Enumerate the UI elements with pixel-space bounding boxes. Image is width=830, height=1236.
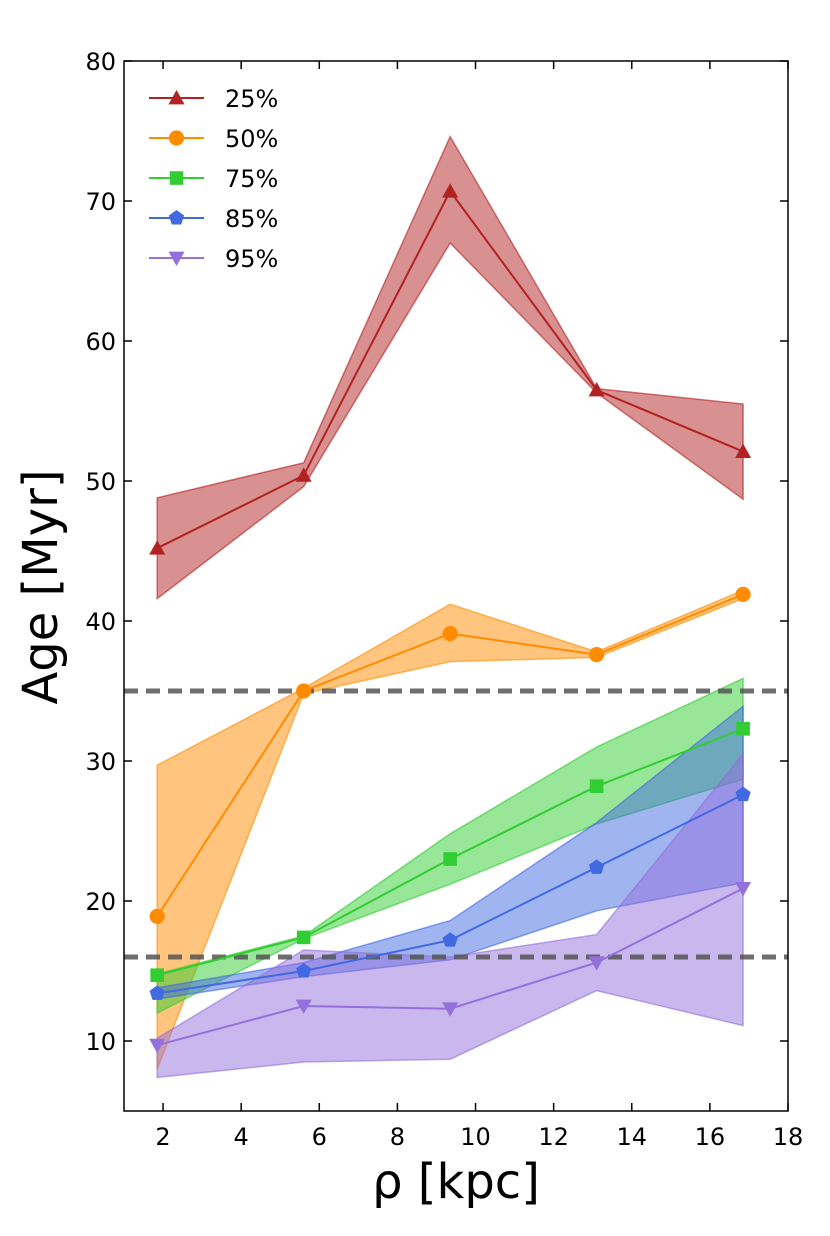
legend-marker-25pct (168, 90, 185, 105)
legend: 25% 50% 75% 85% 95% (149, 85, 278, 273)
legend-label-75pct: 75% (225, 165, 278, 193)
y-axis-title: Age [Myr] (13, 469, 69, 704)
axis-ticks: 2 4 6 8 10 12 14 16 18 10 20 30 40 50 60 70 80 (85, 48, 803, 1151)
y-tick-label: 70 (85, 188, 116, 216)
series-lines (149, 183, 752, 1054)
y-tick-label: 40 (85, 608, 116, 636)
point-95pct-2 (295, 999, 312, 1014)
point-50pct-1 (149, 908, 165, 925)
x-tick-label: 8 (390, 1123, 405, 1151)
legend-label-85pct: 85% (225, 205, 278, 233)
legend-marker-75pct (169, 171, 184, 185)
point-95pct-4 (588, 956, 605, 971)
point-85pct-2 (296, 963, 312, 978)
point-25pct-4 (588, 382, 605, 397)
point-85pct-1 (149, 985, 165, 1000)
point-75pct-2 (296, 930, 311, 945)
legend-label-95pct: 95% (225, 245, 278, 273)
x-tick-label: 6 (312, 1123, 327, 1151)
y-tick-label: 30 (85, 748, 116, 776)
point-25pct-5 (735, 443, 752, 458)
point-85pct-4 (589, 859, 605, 874)
y-tick-label: 80 (85, 48, 116, 76)
y-tick-label: 20 (85, 888, 116, 916)
point-50pct-2 (296, 683, 312, 699)
x-tick-label: 4 (234, 1123, 249, 1151)
point-75pct-3 (443, 852, 457, 866)
x-tick-label: 18 (773, 1123, 804, 1151)
x-tick-label: 14 (616, 1123, 647, 1151)
point-50pct-3 (442, 626, 458, 642)
point-75pct-1 (150, 968, 164, 982)
x-tick-label: 16 (695, 1123, 726, 1151)
x-axis-title: ρ [kpc] (372, 1154, 540, 1210)
point-95pct-5 (735, 882, 752, 897)
point-25pct-3 (442, 183, 459, 198)
legend-label-25pct: 25% (225, 85, 278, 113)
x-tick-label: 2 (155, 1123, 170, 1151)
band-25pct (156, 134, 744, 601)
x-tick-label: 12 (538, 1123, 569, 1151)
point-95pct-1 (149, 1038, 166, 1054)
reference-lines (124, 688, 788, 960)
legend-marker-85pct (168, 210, 185, 225)
point-95pct-3 (442, 1002, 459, 1017)
legend-marker-50pct (168, 130, 185, 146)
legend-label-50pct: 50% (225, 125, 278, 153)
plot-frame (123, 60, 789, 1112)
point-75pct-5 (736, 722, 750, 736)
point-85pct-3 (442, 932, 458, 947)
x-tick-label: 10 (460, 1123, 491, 1151)
point-25pct-2 (295, 467, 312, 482)
y-tick-label: 60 (85, 328, 116, 356)
legend-marker-95pct (168, 251, 185, 266)
point-50pct-4 (589, 647, 605, 663)
point-75pct-4 (589, 779, 604, 793)
point-85pct-5 (735, 786, 751, 802)
y-tick-label: 10 (85, 1028, 116, 1056)
point-50pct-5 (735, 586, 751, 603)
y-tick-label: 50 (85, 468, 116, 496)
point-25pct-1 (149, 540, 166, 555)
